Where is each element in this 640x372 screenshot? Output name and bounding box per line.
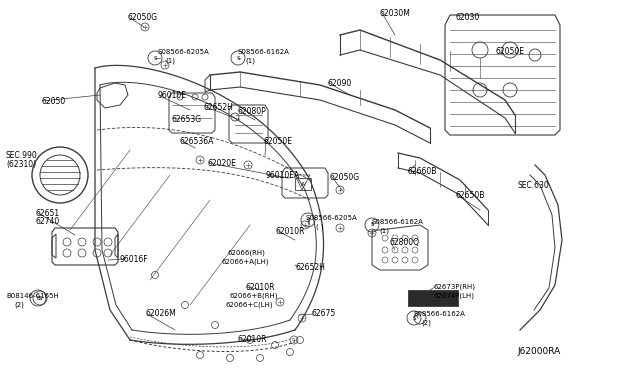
Text: 62650B: 62650B — [455, 190, 484, 199]
Text: 62050: 62050 — [42, 96, 67, 106]
Text: S: S — [236, 55, 240, 61]
Text: 62660B: 62660B — [407, 167, 436, 176]
Text: S: S — [412, 315, 416, 321]
Text: 62066+C(LH): 62066+C(LH) — [225, 302, 273, 308]
Text: S: S — [371, 222, 374, 228]
Text: 62050E: 62050E — [495, 48, 524, 57]
Text: 62020E: 62020E — [207, 158, 236, 167]
Text: 626536A: 626536A — [180, 137, 214, 145]
Bar — [408, 290, 458, 306]
Text: B08146-6165H: B08146-6165H — [6, 293, 59, 299]
Text: 62090: 62090 — [327, 78, 351, 87]
Text: 62652H: 62652H — [296, 263, 326, 272]
Text: 96010EA: 96010EA — [266, 171, 300, 180]
Text: S08566-6162A: S08566-6162A — [371, 219, 423, 225]
Text: B: B — [36, 295, 40, 301]
Text: 62010R: 62010R — [276, 227, 305, 235]
Text: SEC.990: SEC.990 — [6, 151, 38, 160]
Text: 62080P: 62080P — [237, 106, 266, 115]
Text: (1): (1) — [379, 228, 389, 234]
Text: J62000RA: J62000RA — [517, 347, 560, 356]
Text: S08566-6162A: S08566-6162A — [413, 311, 465, 317]
Text: 62800Q: 62800Q — [389, 238, 419, 247]
Text: (1): (1) — [245, 58, 255, 64]
Text: 96016F: 96016F — [120, 254, 148, 263]
Text: (62310): (62310) — [6, 160, 36, 169]
Text: 62740: 62740 — [36, 218, 60, 227]
Text: 62675: 62675 — [312, 310, 336, 318]
Text: 62651: 62651 — [36, 208, 60, 218]
Text: 62030M: 62030M — [380, 9, 411, 17]
Text: 62652H: 62652H — [204, 103, 234, 112]
Text: 62050G: 62050G — [330, 173, 360, 182]
Text: 62673P(RH): 62673P(RH) — [433, 284, 475, 290]
Text: 96010E: 96010E — [158, 92, 187, 100]
Text: 62010R: 62010R — [245, 282, 275, 292]
Text: 62050G: 62050G — [128, 13, 158, 22]
Text: 62066+A(LH): 62066+A(LH) — [221, 259, 269, 265]
Text: 62030: 62030 — [455, 13, 479, 22]
Text: 62674P(LH): 62674P(LH) — [433, 293, 474, 299]
Text: 62066(RH): 62066(RH) — [228, 250, 266, 256]
Text: (2): (2) — [421, 320, 431, 326]
Text: S: S — [38, 295, 42, 301]
Text: SEC.630: SEC.630 — [517, 180, 548, 189]
Text: S08566-6205A: S08566-6205A — [158, 49, 210, 55]
Text: 62653G: 62653G — [172, 115, 202, 125]
Text: S08566-6162A: S08566-6162A — [238, 49, 290, 55]
Text: S08566-6205A: S08566-6205A — [306, 215, 358, 221]
Text: (2): (2) — [14, 302, 24, 308]
Text: 62026M: 62026M — [145, 310, 176, 318]
Text: A: A — [301, 183, 305, 187]
Text: 62050E: 62050E — [264, 137, 293, 145]
Text: S: S — [153, 55, 157, 61]
Text: ( ): ( ) — [316, 224, 324, 230]
Text: 62066+B(RH): 62066+B(RH) — [230, 293, 278, 299]
Text: S: S — [307, 218, 310, 222]
Text: 62010R: 62010R — [238, 334, 268, 343]
Bar — [295, 178, 311, 190]
Text: (1): (1) — [165, 58, 175, 64]
